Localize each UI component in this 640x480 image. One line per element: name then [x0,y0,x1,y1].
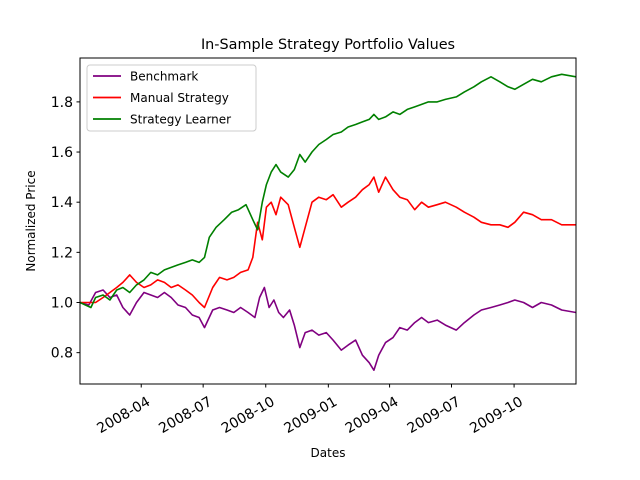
y-axis-label: Normalized Price [24,170,38,271]
legend: Benchmark Manual Strategy Strategy Learner [86,64,257,132]
x-axis-label: Dates [311,446,346,460]
plot-frame [79,57,577,385]
legend-entry-label: Benchmark [130,70,198,84]
series-line-1 [80,176,576,309]
y-tick-label: 1.4 [51,195,73,211]
y-tick-label: 1.8 [51,95,73,111]
legend-box [86,64,257,132]
y-tick-label: 0.8 [51,346,73,362]
legend-entry-label: Strategy Learner [130,113,231,127]
y-tick-label: 1.0 [51,296,73,312]
y-axis-ticks: 0.8 1.0 1.2 1.4 1.6 1.8 [51,95,80,362]
y-tick-label: 1.2 [51,245,73,261]
series-line-2 [80,73,576,309]
series-lines [80,73,576,372]
chart-title: In-Sample Strategy Portfolio Values [201,37,455,53]
y-tick-label: 1.6 [51,145,73,161]
legend-entry-label: Manual Strategy [130,91,229,105]
series-line-0 [80,286,576,372]
